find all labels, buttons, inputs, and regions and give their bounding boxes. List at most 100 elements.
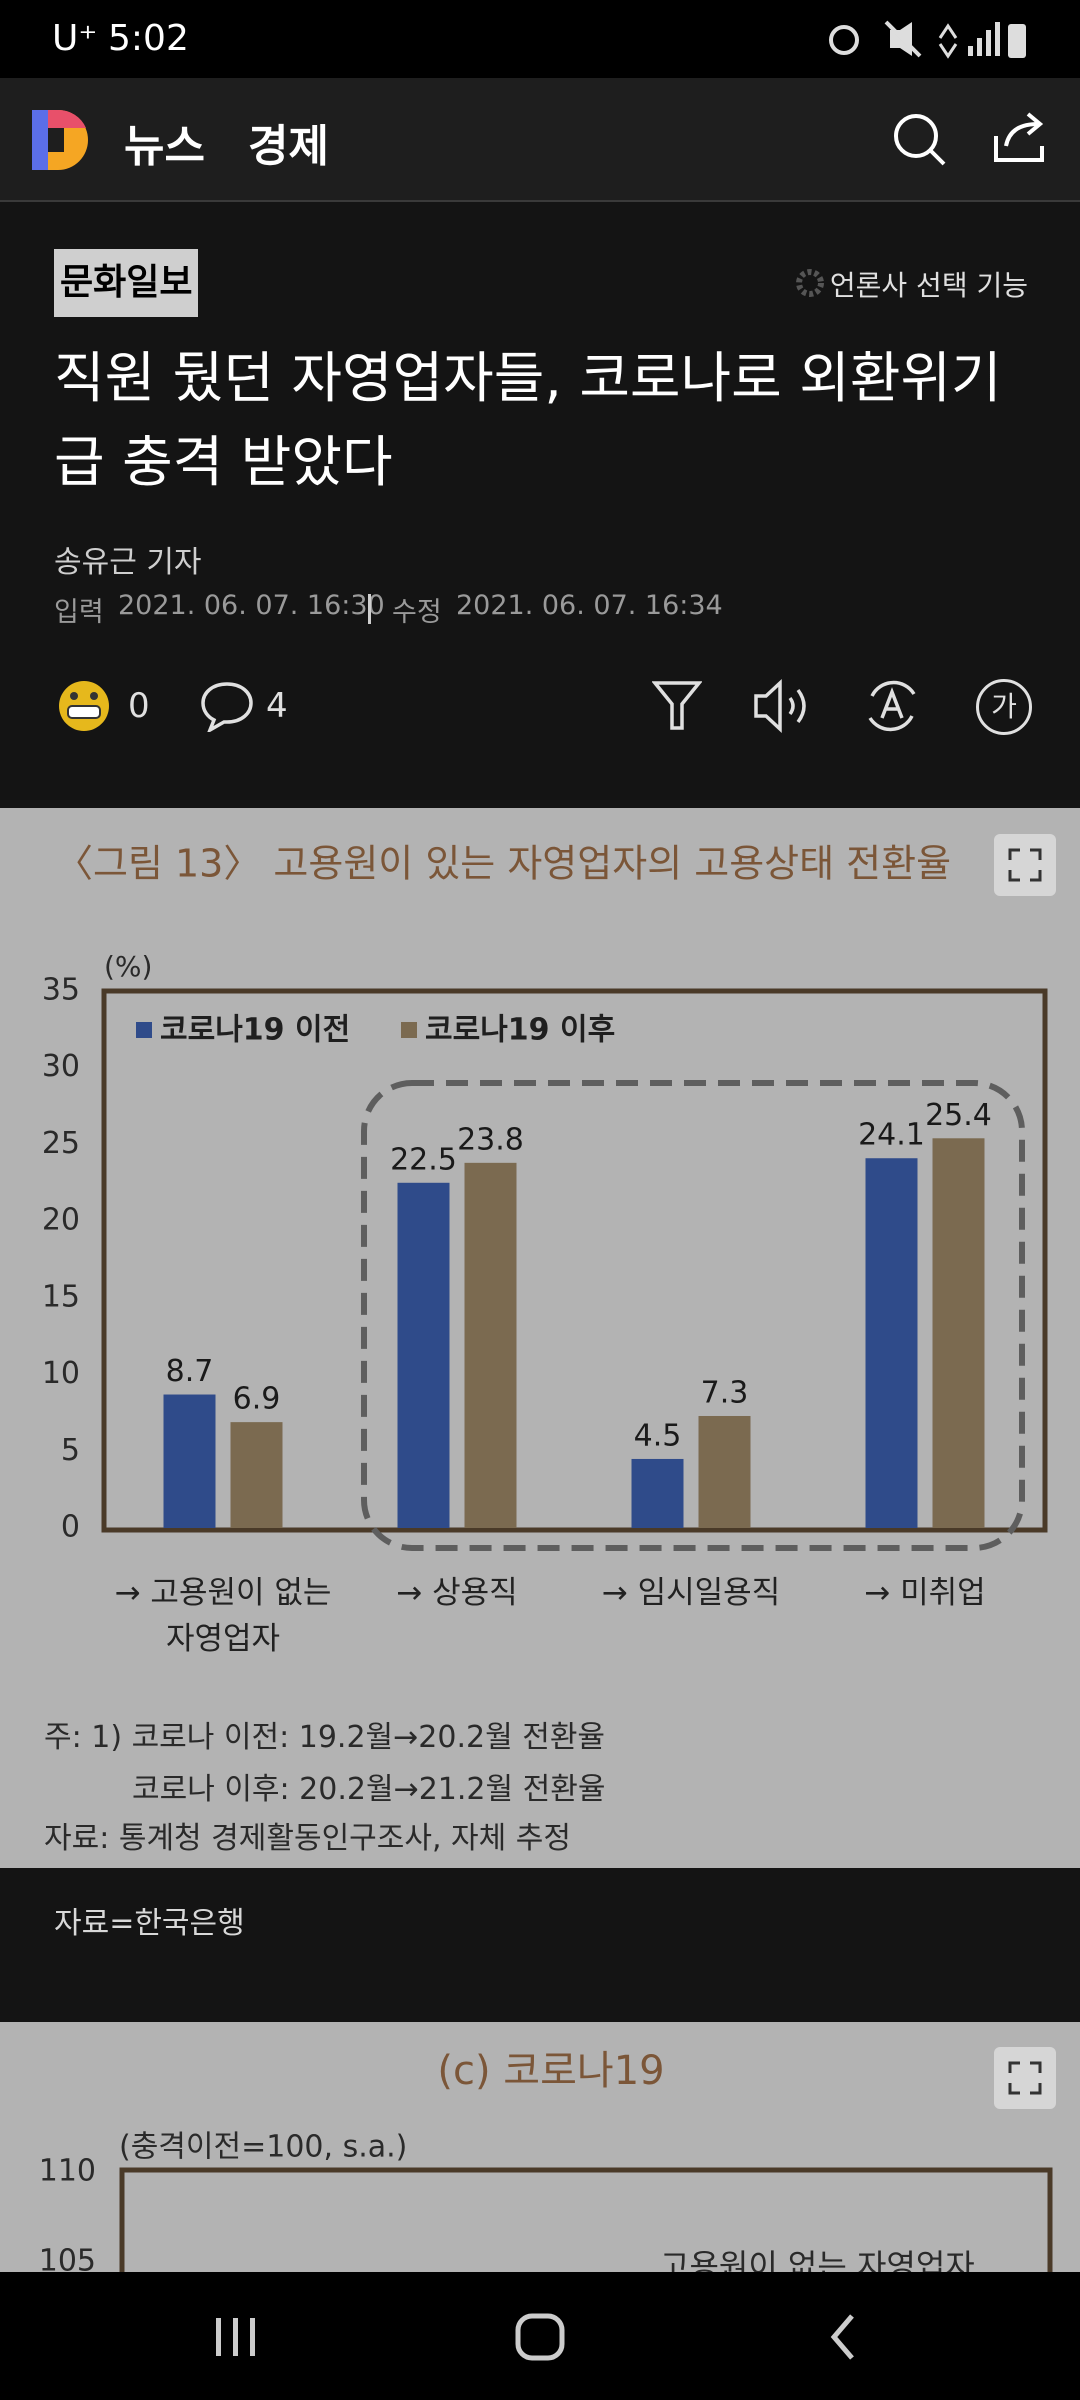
filter-button[interactable] [652,678,702,734]
expand-icon [1008,2061,1042,2095]
legend-label: 코로나19 이전 [160,1013,350,1048]
nav-icon [250,2318,255,2356]
bar [464,1162,517,1528]
expand-bg [994,2047,1056,2109]
search-icon [894,114,938,158]
chart-note: 자료: 통계청 경제활동인구조사, 자체 추정 [44,1821,571,1856]
font-button[interactable]: 가 [976,679,1032,735]
reaction-count: 0 [128,686,150,726]
input-label: 입력 [54,597,104,628]
reaction-button[interactable] [54,678,116,734]
expand-button[interactable] [994,2047,1056,2109]
y-tick-label: 5 [61,1433,80,1468]
nav-bar [0,2272,1080,2400]
emoji-mouth [67,705,101,719]
logo-hole [48,128,64,152]
subsection-tab[interactable]: 경제 [248,121,329,172]
y-tick-label: 105 [39,2244,96,2273]
highlight-box [361,1080,1025,1551]
bar [230,1422,283,1528]
nav-icon [233,2318,238,2356]
translate-button[interactable] [862,676,922,736]
y-tick-label: 0 [61,1510,80,1545]
chart: (c) 코로나19 (충격이전=100, s.a.) 105 110 고용원이 없는 자… [39,2048,1053,2273]
app-logo[interactable] [28,108,94,172]
share-icon [994,136,1044,162]
nav-icon [216,2318,221,2356]
comment-button[interactable] [200,680,256,732]
emoji-eye [70,692,78,700]
article-title: 직원 뒀던 자영업자들, 코로나로 외환위기급 충격 받았다 [54,346,1002,494]
y-tick-label: 30 [42,1049,80,1084]
data-label: 25.4 [925,1098,992,1133]
signal-bar [986,30,991,56]
image-caption: 자료=한국은행 [54,1906,245,1941]
comment-icon [201,682,253,732]
legend-swatch [401,1022,417,1038]
signal-bar [995,22,1000,56]
reporter: 송유근 기자 [54,545,202,580]
expand-button[interactable] [994,834,1056,896]
status-icons [829,20,1026,59]
y-axis-unit: (%) [104,950,152,983]
bar [397,1182,450,1528]
bar [865,1158,918,1528]
bar [163,1394,216,1528]
data-icon [938,23,958,59]
clock: 5:02 [108,18,189,59]
speaker-icon [754,678,782,734]
x-tick-label: → 고용원이 없는 자영업자 [114,1575,332,1657]
y-tick-label: 35 [42,973,80,1008]
speaker-icon [788,688,806,724]
speak-button[interactable] [752,678,814,734]
emoji-eye [90,692,98,700]
press-select[interactable]: 언론사 선택 기능 [829,269,1028,302]
expand-bg [994,834,1056,896]
translate-icon [880,687,904,719]
y-tick-label: 110 [39,2154,96,2189]
data-label: 7.3 [701,1375,749,1410]
signal-bar [977,38,982,56]
data-label: 23.8 [457,1122,524,1157]
translate-icon [868,680,916,732]
comment-count: 4 [266,686,288,726]
search-icon [928,148,946,166]
bar [698,1415,751,1528]
gear-shape [796,269,824,297]
nav-icons [216,2313,854,2361]
bar [932,1138,985,1528]
y-tick-label: 20 [42,1203,80,1238]
edit-time: 2021. 06. 07. 16:34 [456,590,723,621]
x-tick-label: → 미취업 [864,1575,986,1611]
signal-bar [968,46,973,56]
search-button[interactable] [890,110,950,170]
y-tick-label: 10 [42,1356,80,1391]
share-icon [1004,112,1044,147]
press-badge[interactable]: 문화일보 [54,249,199,317]
chart-note: 코로나 이후: 20.2월→21.2월 전환율 [132,1772,606,1807]
back-button[interactable] [830,2314,854,2360]
chart: 〈그림 13〉 고용원이 있는 자영업자의 고용상태 전환율 (%) 0 5 10 15 2… [42,842,1048,1551]
recent-apps-button[interactable] [216,2318,255,2356]
expand-icon [1008,848,1042,882]
section-tab[interactable]: 뉴스 [124,121,205,172]
data-label: 8.7 [166,1354,214,1389]
y-tick-label: 25 [42,1126,80,1161]
figure-background [0,2022,1080,2272]
carrier: U⁺ [52,18,98,59]
y-tick-label: 15 [42,1279,80,1314]
chart-annotation: 고용원이 없는 자영업자 [660,2247,975,2272]
app-bar [0,78,1080,202]
home-button[interactable] [515,2313,565,2361]
plot-frame [101,988,1048,1533]
filter-icon [652,681,702,730]
battery-icon [1008,24,1026,58]
mute-slash [884,20,922,58]
input-time: 2021. 06. 07. 16:30 [118,590,385,621]
share-button[interactable] [990,106,1050,166]
data-label: 22.5 [390,1142,457,1177]
data-label: 24.1 [858,1118,925,1153]
edit-label: 수정 [392,597,442,628]
chart-title: (c) 코로나19 [437,2048,664,2094]
